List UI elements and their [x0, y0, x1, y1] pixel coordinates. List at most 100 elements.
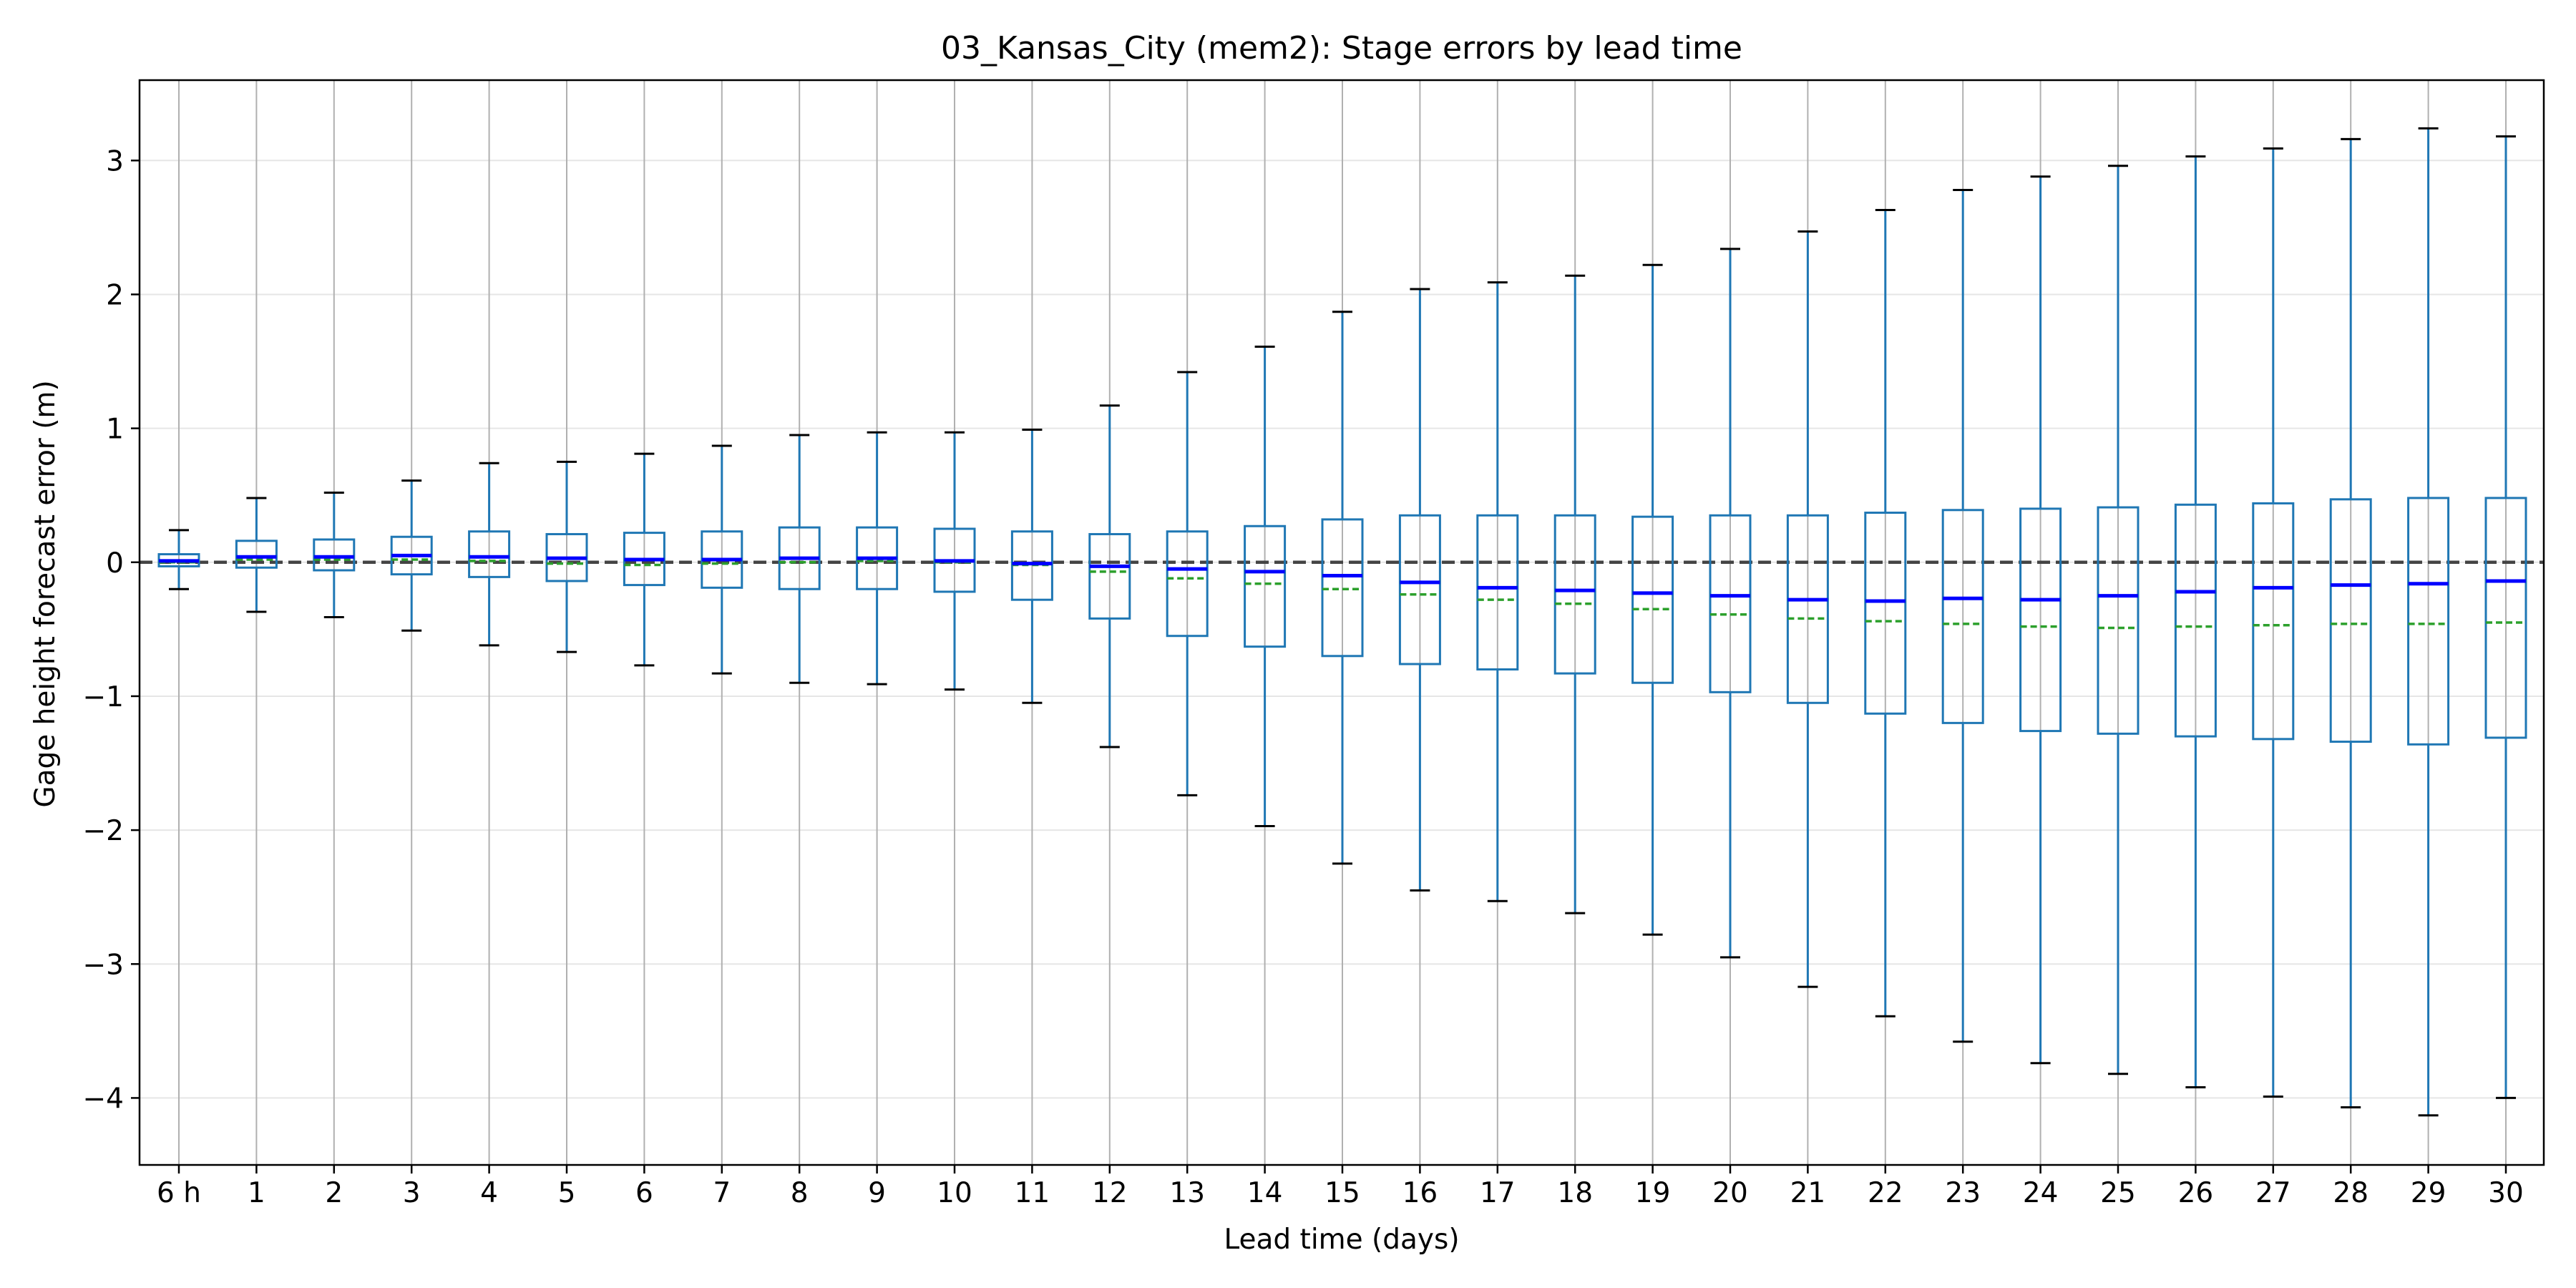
x-tick-label: 22: [1868, 1177, 1903, 1209]
x-tick-label: 27: [2255, 1177, 2291, 1209]
box-iqr: [1864, 512, 1907, 715]
box-iqr: [2484, 497, 2527, 739]
box-iqr: [1709, 514, 1752, 693]
box-4: [468, 462, 511, 647]
box-18: [1553, 274, 1596, 914]
x-tick-label: 5: [558, 1177, 576, 1209]
x-tick-label: 24: [2023, 1177, 2059, 1209]
boxes: [157, 127, 2527, 1117]
x-tick-label: 29: [2411, 1177, 2446, 1209]
box-10: [933, 431, 976, 691]
x-tick-label: 18: [1557, 1177, 1593, 1209]
x-tick-label: 28: [2333, 1177, 2368, 1209]
x-tick-label: 23: [1945, 1177, 1981, 1209]
x-axis-label: Lead time (days): [1224, 1224, 1459, 1256]
box-iqr: [2174, 503, 2217, 738]
box-6: [623, 452, 665, 667]
y-axis-label: Gage height forecast error (m): [29, 380, 62, 807]
y-tick-label: 2: [106, 279, 124, 311]
box-20: [1709, 248, 1752, 959]
y-axis-ticks: 3 2 1 0 −1 −2 −3 −4: [83, 145, 140, 1115]
x-tick-label: 25: [2100, 1177, 2136, 1209]
x-tick-label: 9: [868, 1177, 886, 1209]
x-tick-label: 8: [791, 1177, 809, 1209]
x-tick-label: 21: [1790, 1177, 1826, 1209]
x-tick-label: 4: [480, 1177, 498, 1209]
box-25: [2097, 165, 2140, 1075]
box-iqr: [1088, 532, 1131, 620]
box-iqr: [1553, 514, 1596, 675]
box-17: [1476, 281, 1519, 902]
box-26: [2174, 155, 2217, 1088]
box-24: [2019, 175, 2062, 1065]
box-iqr: [468, 530, 511, 578]
box-12: [1088, 404, 1131, 748]
box-16: [1398, 288, 1441, 892]
x-tick-label: 30: [2488, 1177, 2524, 1209]
box-22: [1864, 209, 1907, 1018]
box-29: [2407, 127, 2450, 1117]
box-11: [1010, 428, 1053, 704]
x-tick-label: 6: [635, 1177, 653, 1209]
y-tick-label: −3: [83, 949, 125, 981]
box-iqr: [1786, 514, 1829, 704]
x-tick-label: 7: [713, 1177, 731, 1209]
box-iqr: [2097, 506, 2140, 735]
y-tick-label: −2: [83, 815, 125, 847]
box-23: [1941, 188, 1984, 1043]
box-iqr: [2019, 507, 2062, 733]
grid: [140, 80, 2544, 1165]
box-iqr: [1631, 515, 1674, 684]
chart-title: 03_Kansas_City (mem2): Stage errors by l…: [941, 30, 1742, 67]
box-iqr: [313, 538, 356, 572]
box-21: [1786, 230, 1829, 988]
box-19: [1631, 263, 1674, 936]
box-30: [2484, 135, 2527, 1099]
box-iqr: [1476, 514, 1519, 671]
box-13: [1166, 371, 1209, 796]
y-tick-label: −1: [83, 681, 125, 713]
x-tick-label: 2: [325, 1177, 343, 1209]
x-tick-label: 17: [1480, 1177, 1516, 1209]
x-tick-label: 20: [1712, 1177, 1748, 1209]
box-1: [235, 497, 278, 613]
box-27: [2252, 147, 2295, 1098]
box-7: [701, 444, 743, 675]
box-iqr: [2252, 502, 2295, 741]
x-tick-label: 13: [1169, 1177, 1205, 1209]
box-5: [545, 460, 588, 653]
x-tick-label: 15: [1324, 1177, 1360, 1209]
box-15: [1321, 311, 1364, 865]
box-iqr: [2407, 497, 2450, 746]
box-6h: [157, 529, 200, 590]
box-28: [2329, 137, 2372, 1109]
y-tick-label: −4: [83, 1083, 125, 1115]
box-iqr: [235, 540, 278, 569]
box-iqr: [2329, 498, 2372, 743]
box-iqr: [1166, 530, 1209, 638]
box-iqr: [1321, 518, 1364, 658]
box-9: [856, 431, 899, 686]
box-iqr: [1941, 509, 1984, 724]
box-3: [390, 479, 433, 632]
x-tick-label: 10: [937, 1177, 972, 1209]
x-tick-label: 12: [1092, 1177, 1128, 1209]
x-tick-label: 19: [1635, 1177, 1671, 1209]
x-tick-label: 3: [403, 1177, 421, 1209]
box-14: [1244, 345, 1287, 827]
box-iqr: [1398, 514, 1441, 665]
x-tick-label: 1: [248, 1177, 265, 1209]
y-tick-label: 1: [106, 414, 124, 446]
y-tick-label: 3: [106, 145, 124, 177]
box-2: [313, 491, 356, 619]
x-axis-ticks: 6 h 1 2 3 4 5 6 7 8 9 10 11 12 13 14 15 16 17 18 19 20 21 22 23…: [157, 1165, 2524, 1209]
x-tick-label: 14: [1247, 1177, 1283, 1209]
x-tick-label: 11: [1015, 1177, 1050, 1209]
box-8: [778, 434, 821, 684]
box-iqr: [1244, 525, 1287, 648]
y-tick-label: 0: [106, 547, 124, 580]
x-tick-label: 26: [2178, 1177, 2214, 1209]
x-tick-label: 6 h: [157, 1177, 201, 1209]
